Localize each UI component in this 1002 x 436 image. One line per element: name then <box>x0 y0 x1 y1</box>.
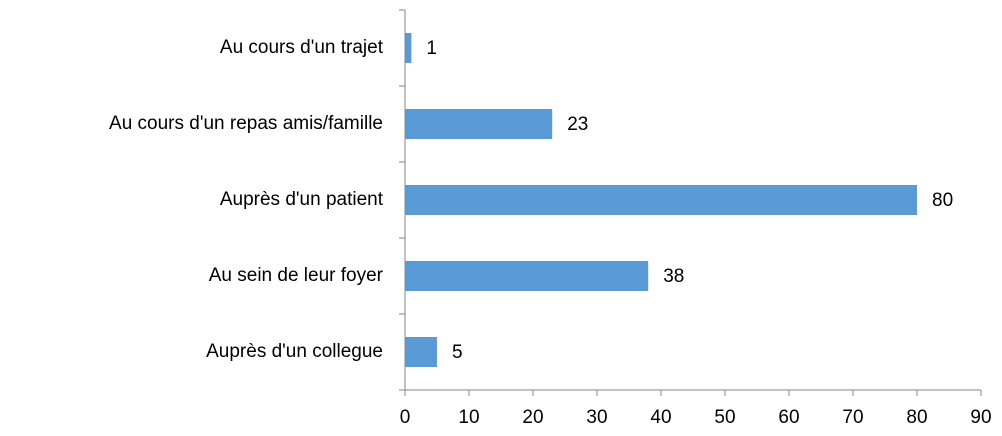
bar <box>405 337 437 367</box>
x-tick-label: 50 <box>714 407 735 428</box>
y-tick-label: Auprès d'un patient <box>220 189 384 210</box>
x-tick-label: 0 <box>400 407 411 428</box>
bar <box>405 33 412 63</box>
x-tick-label: 10 <box>458 407 479 428</box>
y-tick-label: Au cours d'un trajet <box>220 37 384 58</box>
y-tick-label: Au cours d'un repas amis/famille <box>109 113 383 134</box>
bar <box>405 261 649 291</box>
x-tick-label: 20 <box>522 407 543 428</box>
x-tick-label: 40 <box>650 407 671 428</box>
x-tick-label: 90 <box>970 407 991 428</box>
y-tick-label: Au sein de leur foyer <box>209 265 384 286</box>
data-label: 80 <box>932 190 953 211</box>
data-label: 1 <box>426 38 437 59</box>
x-tick-label: 70 <box>842 407 863 428</box>
data-label: 38 <box>663 266 684 287</box>
x-tick-label: 30 <box>586 407 607 428</box>
x-tick-label: 80 <box>906 407 927 428</box>
data-label: 23 <box>567 114 588 135</box>
data-label: 5 <box>452 342 463 363</box>
x-tick-label: 60 <box>778 407 799 428</box>
bar <box>405 185 917 215</box>
y-tick-label: Auprès d'un collegue <box>206 341 383 362</box>
bar <box>405 109 553 139</box>
